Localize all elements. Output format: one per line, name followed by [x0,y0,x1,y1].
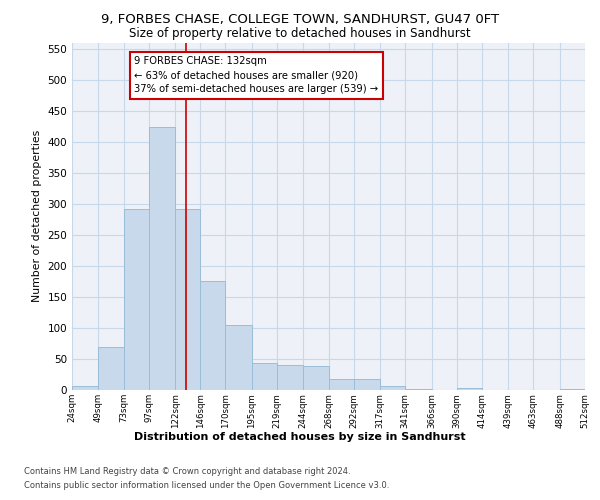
Bar [124,209,149,390]
Y-axis label: Number of detached properties: Number of detached properties [32,130,42,302]
Bar [149,127,175,390]
Bar [380,386,405,390]
Bar [72,386,98,390]
Text: Contains HM Land Registry data © Crown copyright and database right 2024.: Contains HM Land Registry data © Crown c… [24,468,350,476]
Bar [329,380,354,390]
Bar [252,362,277,390]
Bar [405,389,431,390]
Bar [303,366,329,390]
Bar [98,346,124,390]
Text: 9 FORBES CHASE: 132sqm
← 63% of detached houses are smaller (920)
37% of semi-de: 9 FORBES CHASE: 132sqm ← 63% of detached… [134,56,378,94]
Bar [560,389,585,390]
Text: Distribution of detached houses by size in Sandhurst: Distribution of detached houses by size … [134,432,466,442]
Bar [175,209,200,390]
Bar [354,380,380,390]
Bar [277,364,303,390]
Text: 9, FORBES CHASE, COLLEGE TOWN, SANDHURST, GU47 0FT: 9, FORBES CHASE, COLLEGE TOWN, SANDHURST… [101,12,499,26]
Bar [457,388,482,390]
Bar [200,282,226,390]
Text: Contains public sector information licensed under the Open Government Licence v3: Contains public sector information licen… [24,481,389,490]
Text: Size of property relative to detached houses in Sandhurst: Size of property relative to detached ho… [129,28,471,40]
Bar [226,326,252,390]
